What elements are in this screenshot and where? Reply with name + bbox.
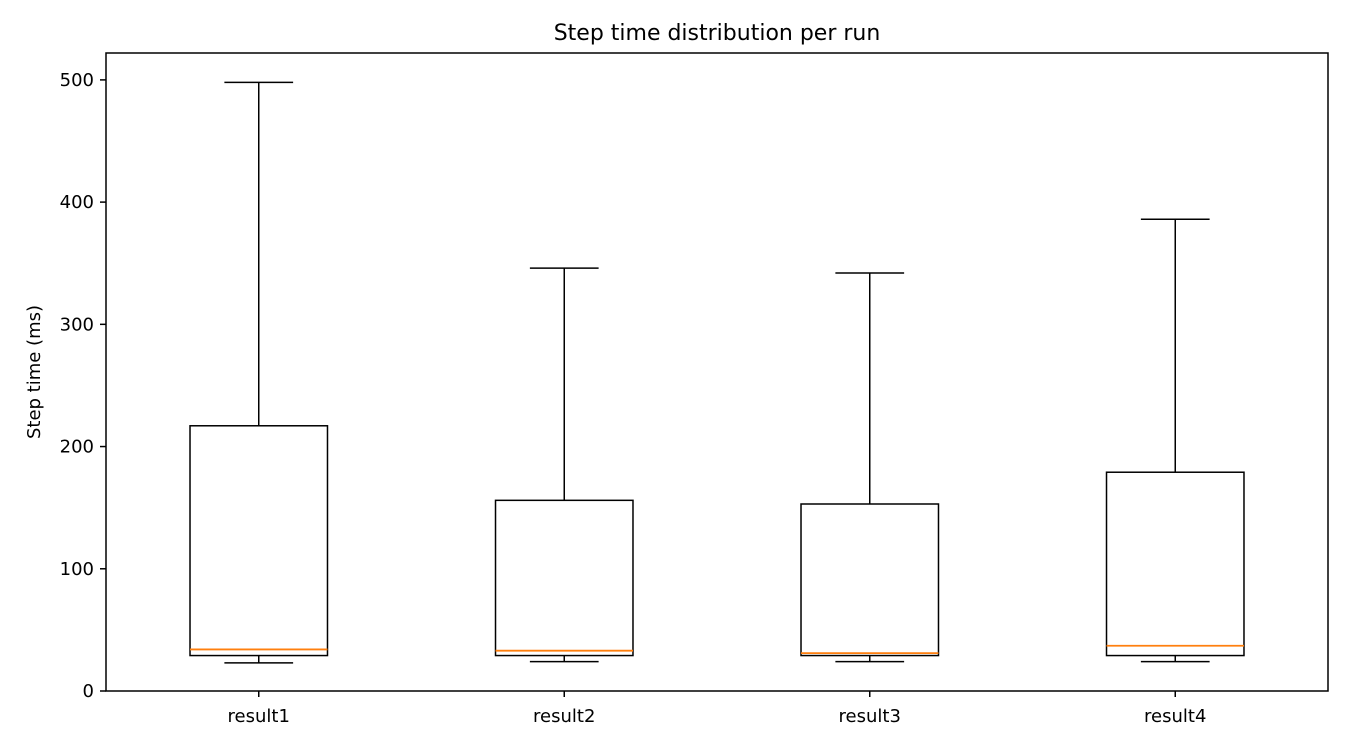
box-result4	[1105, 218, 1245, 663]
y-tick-label: 400	[60, 192, 94, 213]
iqr-box	[800, 503, 940, 657]
x-axis: result1 result2 result3 result4	[228, 691, 1206, 727]
chart-title: Step time distribution per run	[554, 21, 881, 46]
box-result2	[494, 267, 634, 663]
x-tick-label: result1	[228, 706, 290, 727]
iqr-box	[189, 425, 329, 657]
iqr-box	[494, 499, 634, 657]
x-tick-label: result4	[1144, 706, 1206, 727]
y-tick-label: 300	[60, 314, 94, 335]
iqr-box	[1105, 471, 1245, 657]
box-series	[189, 81, 1245, 664]
y-tick-label: 200	[60, 437, 94, 458]
plot-area-frame	[105, 52, 1329, 692]
y-tick-label: 0	[83, 681, 94, 702]
y-axis-label: Step time (ms)	[24, 305, 45, 439]
box-result1	[189, 81, 329, 664]
y-tick-label: 500	[60, 70, 94, 91]
box-result3	[800, 272, 940, 663]
y-tick-label: 100	[60, 559, 94, 580]
y-axis: 0 100 200 300 400 500	[60, 70, 106, 702]
x-tick-label: result2	[533, 706, 595, 727]
x-tick-label: result3	[839, 706, 901, 727]
